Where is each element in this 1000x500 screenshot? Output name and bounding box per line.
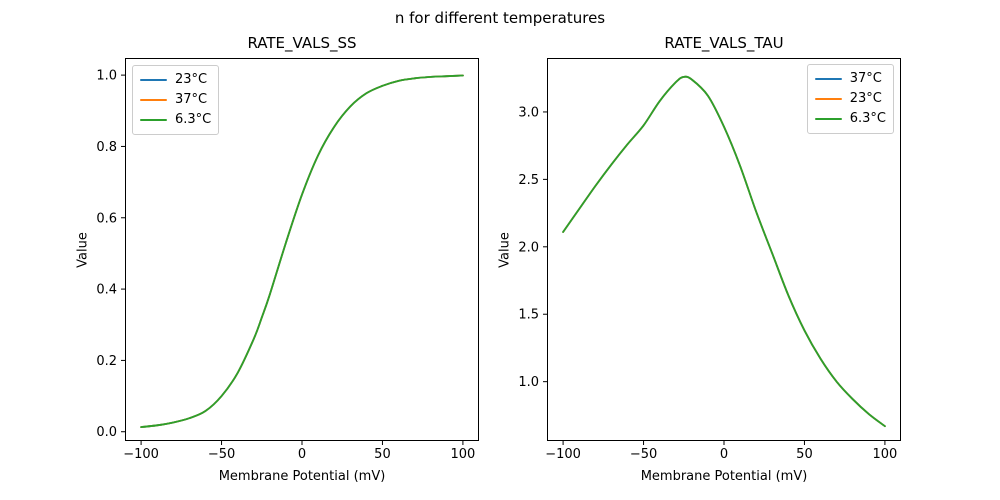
y-tick-label: 0.4 — [96, 283, 117, 298]
x-tick-label: −50 — [630, 447, 657, 462]
legend-label: 37°C — [175, 92, 208, 107]
y-tick-label: 3.0 — [518, 105, 539, 120]
x-axis-label-tau: Membrane Potential (mV) — [640, 469, 808, 484]
y-tick-label: 0.8 — [96, 140, 117, 155]
y-tick-label: 1.5 — [518, 308, 539, 323]
legend-tau: 37°C 23°C 6.3°C — [806, 64, 894, 134]
legend-line-sample — [140, 119, 167, 121]
legend-line-sample — [814, 98, 842, 100]
y-tick-label: 2.0 — [518, 240, 539, 255]
axes-spines — [125, 58, 479, 441]
figure-suptitle: n for different temperatures — [394, 9, 606, 27]
legend-label: 23°C — [849, 91, 882, 106]
legend-entry: 6.3°C — [814, 109, 886, 129]
x-tick-label: 100 — [872, 447, 897, 462]
legend-line-sample — [140, 79, 167, 81]
y-tick-label: 0.2 — [96, 354, 117, 369]
legend-label: 23°C — [175, 72, 208, 87]
legend-line-sample — [814, 118, 842, 120]
legend-line-sample — [814, 78, 842, 80]
x-tick-label: −100 — [123, 447, 159, 462]
x-tick-label: 0 — [720, 447, 728, 462]
y-tick-label: 0.0 — [96, 425, 117, 440]
legend-entry: 23°C — [140, 70, 211, 90]
plot-area-ss: −100 −50 0 50 100 0.0 0.2 0.4 0.6 0.8 1.0 — [96, 58, 479, 462]
x-tick-label: 50 — [796, 447, 813, 462]
y-tick-label: 1.0 — [96, 69, 117, 84]
plot-area-tau: −100 −50 0 50 100 1.0 1.5 2.0 2.5 3.0 — [518, 58, 901, 462]
legend-entry: 37°C — [140, 90, 211, 110]
legend-entry: 37°C — [814, 69, 886, 89]
x-axis-label-ss: Membrane Potential (mV) — [218, 469, 386, 484]
axes-spines — [547, 58, 901, 441]
y-axis-label-ss: Value — [75, 231, 91, 268]
y-tick-label: 2.5 — [518, 173, 539, 188]
y-tick-label: 1.0 — [518, 375, 539, 390]
curve-6.3°C — [562, 75, 886, 428]
legend-label: 6.3°C — [175, 112, 212, 127]
legend-label: 37°C — [849, 71, 882, 86]
axes-rate-vals-tau: RATE_VALS_TAU −100 −50 0 50 100 1.0 1.5 2.0 2.5 3… — [498, 34, 901, 484]
x-tick-label: 50 — [374, 447, 391, 462]
x-tick-label: −100 — [545, 447, 581, 462]
legend-entry: 6.3°C — [140, 110, 211, 130]
curve-6.3°C — [140, 74, 464, 428]
axes-rate-vals-ss: RATE_VALS_SS −100 −50 0 50 100 0.0 0.2 0.4 0.6 0.… — [76, 34, 479, 484]
x-tick-label: 0 — [298, 447, 306, 462]
legend-label: 6.3°C — [849, 111, 886, 126]
legend-entry: 23°C — [814, 89, 886, 109]
subplot-title-tau: RATE_VALS_TAU — [664, 34, 784, 52]
x-tick-label: −50 — [208, 447, 235, 462]
legend-line-sample — [140, 99, 167, 101]
y-tick-label: 0.6 — [96, 211, 117, 226]
legend-ss: 23°C 37°C 6.3°C — [132, 65, 220, 135]
x-tick-label: 100 — [450, 447, 475, 462]
y-axis-label-tau: Value — [497, 231, 513, 268]
subplot-title-ss: RATE_VALS_SS — [247, 34, 357, 52]
